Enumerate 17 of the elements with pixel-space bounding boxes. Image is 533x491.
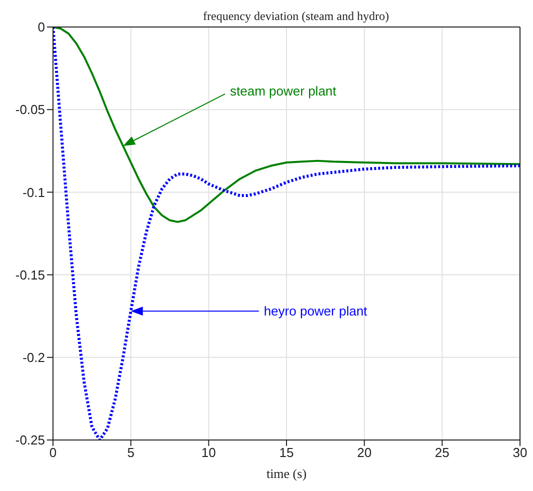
x-tick-label: 15	[279, 445, 294, 460]
chart-title: frequency deviation (steam and hydro)	[203, 9, 389, 23]
y-tick-label: -0.2	[22, 350, 45, 366]
x-tick-label: 25	[434, 445, 450, 460]
x-tick-label: 0	[49, 445, 57, 460]
x-axis-title: time (s)	[266, 466, 307, 481]
y-tick-label: -0.1	[22, 184, 45, 200]
x-tick-label: 10	[201, 445, 216, 460]
y-tick-label: 0	[38, 20, 45, 35]
x-tick-label: 20	[357, 445, 372, 460]
x-tick-label: 30	[512, 445, 528, 460]
x-tick-label: 5	[127, 445, 134, 460]
y-tick-label: -0.15	[15, 267, 45, 282]
text: steam power plant	[230, 83, 337, 98]
text: heyro power plant	[264, 304, 368, 319]
y-tick-label: -0.25	[15, 432, 45, 448]
y-tick-label: -0.05	[15, 102, 45, 118]
